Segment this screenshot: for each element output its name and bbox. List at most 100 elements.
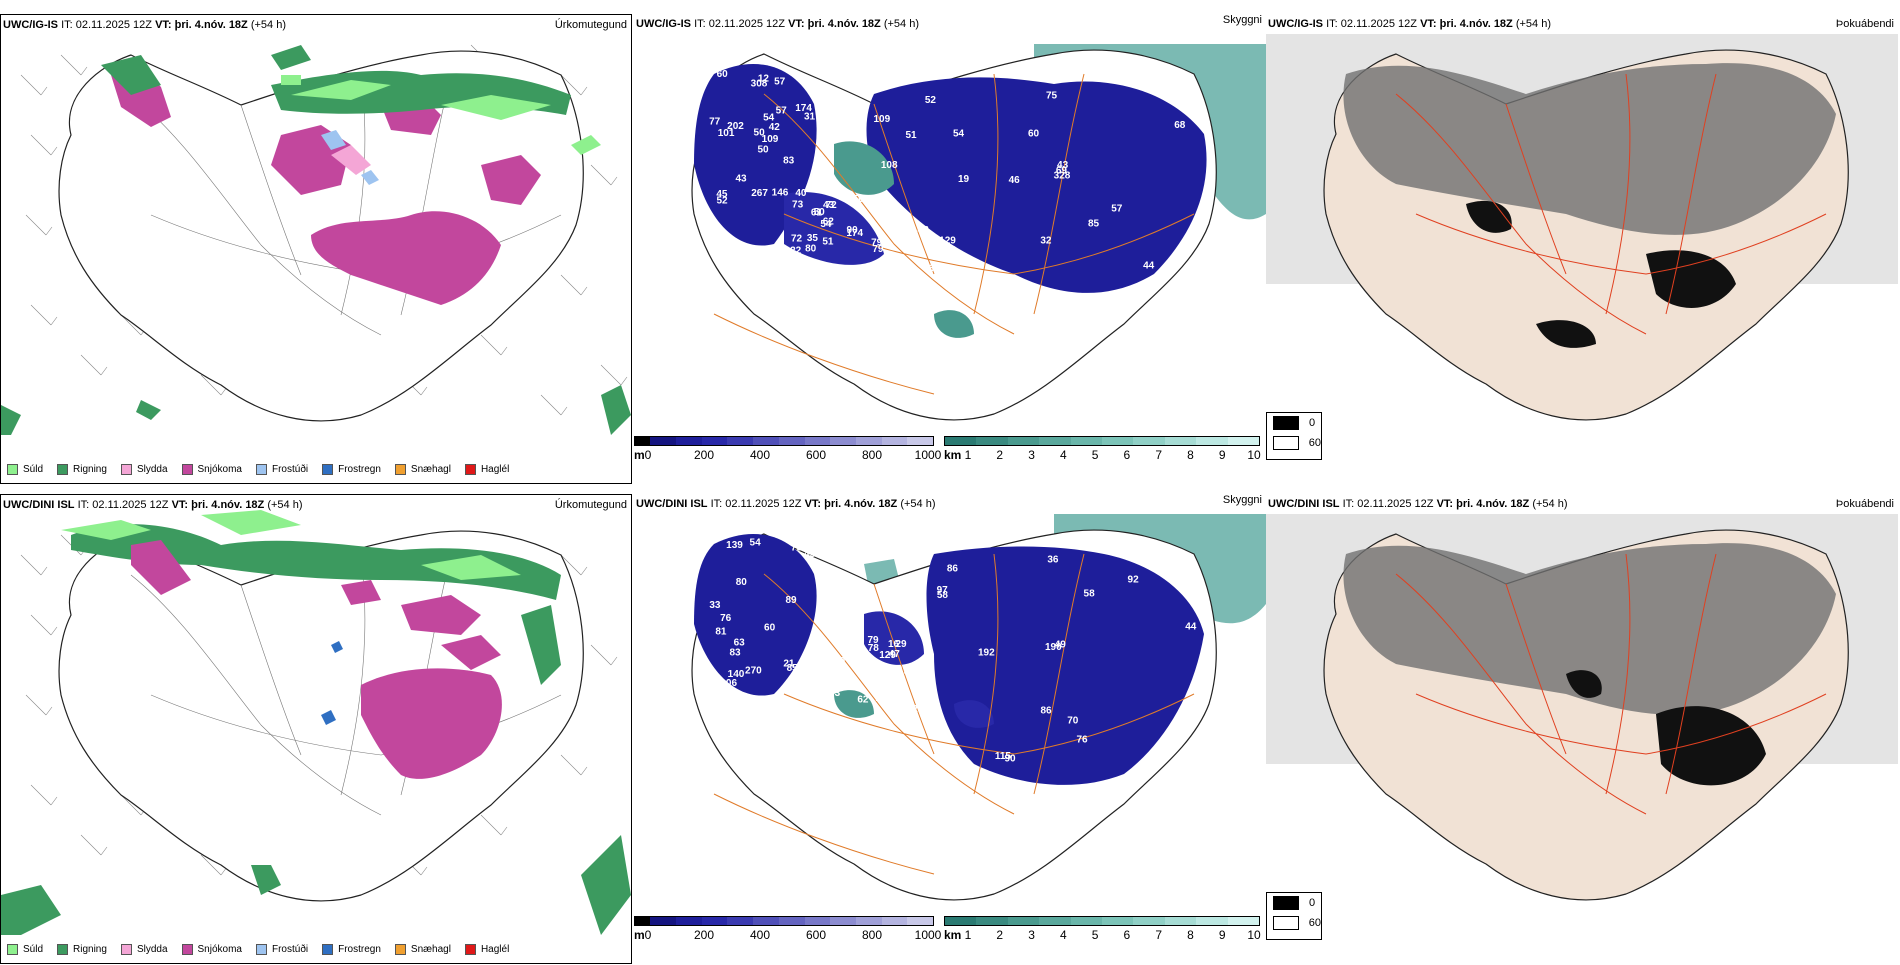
cloud-base-value: 73 xyxy=(792,199,804,210)
cloud-base-value: 60 xyxy=(717,69,729,80)
legend-item-sleet: Slydda xyxy=(120,463,168,475)
cloud-base-value: 17 xyxy=(863,195,875,206)
colorbar-tick-label: 600 xyxy=(805,928,827,942)
dense-fog-areas xyxy=(1466,200,1736,348)
lead-time: (+54 h) xyxy=(250,19,287,31)
colorbar-tick-label: 4 xyxy=(1059,928,1067,942)
colorbar-tick-label: 3 xyxy=(1028,448,1035,462)
colorbar-tick-label: 7 xyxy=(1155,448,1162,462)
cloud-base-value: 85 xyxy=(787,663,799,674)
product-type-label: Úrkomutegund xyxy=(554,19,627,31)
model-name: UWC/IG-IS xyxy=(3,19,58,31)
cloud-base-value: 308 xyxy=(751,79,768,90)
cloud-base-panel-row1: 50 51 62 45 43 35 57 60 49 109 52 79 101 68 54 57 46 43 54… xyxy=(634,14,1266,484)
colorbar-tick-label: 6 xyxy=(1123,928,1131,942)
cloud-base-value: 328 xyxy=(1054,170,1071,181)
colorbar-tick-label: 1000 xyxy=(914,448,942,462)
cloud-base-value: 52 xyxy=(925,95,937,106)
colorbar-segment xyxy=(907,917,933,925)
cloud-base-map-row2: 33 36 29 45 97 62 76 58 79 75 49 47 54 58 68 83 76 80 60 86… xyxy=(691,514,1266,901)
cloud-base-value: 40 xyxy=(807,675,819,686)
colorbar-segment xyxy=(804,917,831,925)
cloud-base-value: 92 xyxy=(1128,575,1140,586)
legend-item-snow-pellets: Snæhagl xyxy=(394,463,451,475)
cloud-base-value: 108 xyxy=(881,160,898,171)
cloud-base-value: 21 xyxy=(783,659,795,670)
init-time: 02.11.2025 12Z xyxy=(92,499,169,511)
cloud-base-value: 47 xyxy=(889,649,901,660)
cloud-base-value: 63 xyxy=(1175,577,1187,588)
fog-legend-row2: 0 60 xyxy=(1266,892,1322,940)
cloud-base-value-labels: 5051624543355760491095279101685457464354… xyxy=(709,69,1186,274)
cloud-base-value: 90 xyxy=(847,225,859,236)
colorbar-tick-label: 1 xyxy=(964,928,972,942)
cloud-base-value: 54 xyxy=(763,112,775,123)
cloud-base-value: 45 xyxy=(716,189,728,200)
cloud-base-value-labels: 33 36 29 45 97 62 76 58 79 75 49 47 54 58 68 83 76 80 60 86… xyxy=(709,537,1196,776)
dense-fog-areas xyxy=(1566,670,1766,786)
cloud-base-value: 44 xyxy=(1143,260,1155,271)
cloud-base-value: 139 xyxy=(726,540,743,551)
cloud-base-value: 77 xyxy=(709,116,721,127)
roads-rivers xyxy=(130,554,562,816)
colorbar-segment xyxy=(701,917,728,925)
colorbar-segment xyxy=(830,917,856,925)
cloud-base-value: 57 xyxy=(776,105,788,116)
colorbar-tick-label: 400 xyxy=(749,448,771,462)
cloud-base-value: 79 xyxy=(867,635,879,646)
cloud-base-value: 122 xyxy=(785,245,802,256)
precip-drizzle-areas xyxy=(281,75,601,155)
cloud-base-value: 54 xyxy=(953,129,965,140)
cloud-height-colorbar-row1: m 0 200 400 600 800 1000 xyxy=(634,436,941,462)
panel-title: UWC/DINI ISL IT: 02.11.2025 12Z VT: þri.… xyxy=(3,499,303,511)
product-type-label: Skyggni xyxy=(1222,14,1262,26)
fog-panel-row2: UWC/DINI ISL IT: 02.11.2025 12Z VT: þri.… xyxy=(1266,494,1898,964)
cloud-base-value: 40 xyxy=(795,188,807,199)
colorbar-segment xyxy=(778,437,805,445)
colorbar-segment xyxy=(753,917,779,925)
colorbar-tick-label: 10 xyxy=(1247,448,1261,462)
cloud-base-value: 86 xyxy=(947,563,959,574)
cloud-base-value: 100 xyxy=(875,693,892,704)
colorbar-tick-label: 8 xyxy=(1187,448,1194,462)
cloud-base-value: 62 xyxy=(823,216,835,227)
cloud-base-value: 32 xyxy=(1040,236,1052,247)
cloud-base-value: 33 xyxy=(709,600,721,611)
cloud-base-value: 85 xyxy=(1088,219,1100,230)
cloud-base-value: 79 xyxy=(872,244,884,255)
model-name: UWC/DINI ISL xyxy=(3,499,75,511)
cloud-base-value: 43 xyxy=(735,173,747,184)
precip-sleet-areas xyxy=(331,145,371,175)
colorbar-tick-label: 0 xyxy=(644,448,652,462)
colorbar-tick-label: 200 xyxy=(693,928,715,942)
cloud-base-value: 51 xyxy=(822,236,834,247)
legend-item-freezing-rain: Frostregn xyxy=(322,463,381,475)
fog-legend-item-0: 0 xyxy=(1267,413,1321,433)
cloud-base-value: 80 xyxy=(805,243,817,254)
colorbar-tick-label: 9 xyxy=(1218,928,1226,942)
colorbar-tick-label: 0 xyxy=(644,928,652,942)
cloud-base-value: 60 xyxy=(1028,128,1040,139)
cloud-base-value: 109 xyxy=(873,114,890,125)
precip-type-panel-row2: UWC/DINI ISL IT: 02.11.2025 12Z VT: þri.… xyxy=(0,494,632,964)
colorbar-tick-label: 9 xyxy=(1218,448,1226,462)
cloud-base-areas xyxy=(694,64,1207,338)
cloud-base-value: 114 xyxy=(881,669,898,680)
colorbar-segment xyxy=(1070,437,1103,445)
cloud-base-value: 61 xyxy=(811,207,823,218)
precip-snow-areas xyxy=(131,540,502,779)
cloud-base-value: 96 xyxy=(1132,766,1144,777)
init-time: 02.11.2025 12Z xyxy=(75,19,152,31)
cloud-height-colorbar-row2: m 0 200 400 600 800 1000 xyxy=(634,916,941,942)
cloud-base-value: 270 xyxy=(745,665,762,676)
legend-item-snow: Snjókoma xyxy=(181,943,242,955)
colorbar-tick-label: 5 xyxy=(1091,928,1099,942)
cloud-base-value: 62 xyxy=(857,695,869,706)
cloud-base-value: 146 xyxy=(772,188,789,199)
cloud-base-value: 47 xyxy=(897,665,909,676)
cloud-base-map-row1: 5051624543355760491095279101685457464354… xyxy=(691,44,1266,421)
colorbar-segment xyxy=(1164,437,1197,445)
cloud-base-value: 69 xyxy=(1056,165,1068,176)
legend-item-freezing-rain: Frostregn xyxy=(322,943,381,955)
cloud-base-value: 50 xyxy=(754,128,766,139)
